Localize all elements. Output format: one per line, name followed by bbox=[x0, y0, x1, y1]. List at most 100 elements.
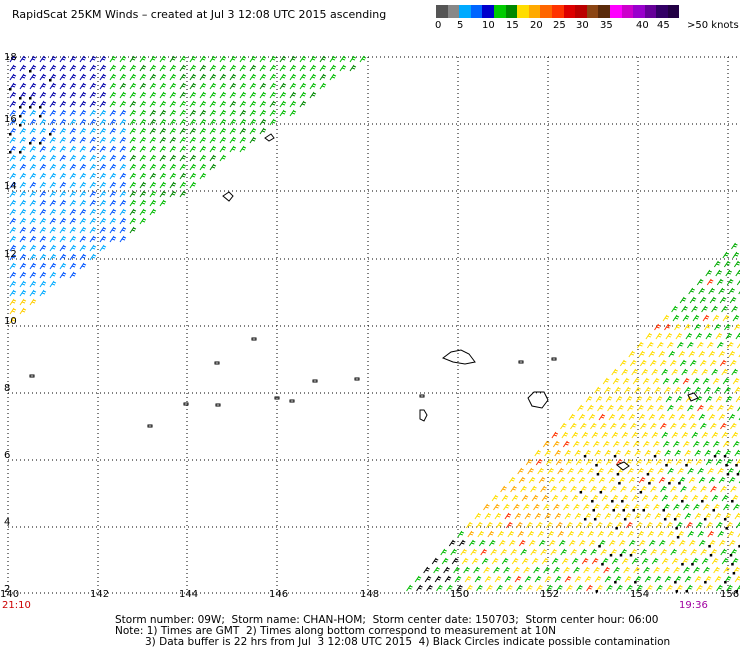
lat-tick-label: 4 bbox=[4, 517, 10, 528]
wind-barb bbox=[109, 127, 117, 135]
wind-barb bbox=[490, 548, 497, 556]
wind-barb bbox=[725, 458, 733, 467]
wind-barb bbox=[637, 530, 645, 538]
wind-barb bbox=[563, 566, 570, 574]
wind-barb bbox=[279, 109, 287, 117]
wind-barb bbox=[109, 73, 117, 81]
wind-barb bbox=[49, 271, 57, 279]
wind-barb bbox=[49, 190, 57, 198]
wind-barb bbox=[707, 404, 714, 412]
wind-barb bbox=[645, 332, 653, 340]
wind-barb bbox=[675, 521, 683, 530]
wind-barb bbox=[109, 208, 117, 216]
wind-barb bbox=[219, 136, 227, 144]
wind-barb bbox=[674, 386, 681, 394]
wind-barb bbox=[29, 64, 37, 73]
wind-barb bbox=[9, 190, 17, 198]
wind-barb bbox=[179, 154, 187, 162]
wind-barb bbox=[179, 55, 187, 63]
wind-barb bbox=[209, 136, 217, 144]
wind-barb bbox=[239, 91, 247, 99]
wind-barb bbox=[715, 521, 723, 529]
wind-barb bbox=[586, 584, 593, 592]
wind-barb bbox=[720, 485, 727, 493]
wind-barb bbox=[19, 91, 27, 100]
wind-barb bbox=[611, 431, 619, 439]
wind-barb bbox=[89, 91, 97, 99]
island-outline bbox=[354, 377, 360, 381]
wind-barb bbox=[9, 280, 17, 288]
wind-barb bbox=[592, 503, 600, 512]
wind-barb bbox=[69, 55, 77, 63]
wind-barb bbox=[249, 118, 257, 126]
wind-barb bbox=[139, 154, 147, 162]
wind-barb bbox=[259, 64, 267, 72]
wind-barb bbox=[544, 512, 552, 520]
wind-barb bbox=[129, 208, 137, 216]
wind-barb bbox=[139, 217, 147, 225]
wind-barb bbox=[49, 199, 57, 207]
wind-barb bbox=[661, 494, 669, 502]
wind-barb bbox=[555, 458, 563, 466]
wind-barb bbox=[679, 296, 687, 304]
wind-barb bbox=[486, 584, 493, 592]
wind-barb bbox=[511, 494, 519, 502]
wind-barb bbox=[681, 368, 688, 376]
wind-barb bbox=[607, 404, 614, 412]
colorbar-swatch bbox=[598, 5, 610, 18]
wind-barb bbox=[451, 557, 459, 565]
wind-barb bbox=[29, 181, 37, 189]
wind-barb bbox=[613, 566, 620, 574]
wind-barb bbox=[79, 217, 87, 225]
wind-barb bbox=[570, 485, 577, 493]
wind-barb bbox=[169, 163, 177, 171]
wind-barb bbox=[729, 296, 737, 304]
wind-barb bbox=[661, 431, 669, 439]
wind-barb bbox=[159, 100, 167, 108]
wind-barb bbox=[49, 172, 57, 180]
wind-barb bbox=[558, 539, 566, 547]
wind-barb bbox=[59, 217, 67, 225]
wind-barb bbox=[642, 377, 650, 385]
wind-barb bbox=[229, 109, 237, 117]
wind-barb bbox=[69, 154, 77, 162]
wind-barb bbox=[19, 73, 27, 81]
wind-barb bbox=[49, 208, 57, 216]
wind-barb bbox=[149, 154, 157, 162]
wind-barb bbox=[634, 386, 641, 394]
wind-barb bbox=[89, 127, 97, 135]
wind-barb bbox=[19, 271, 27, 279]
wind-barb bbox=[720, 422, 727, 430]
wind-barb bbox=[229, 118, 237, 126]
wind-barb bbox=[695, 395, 703, 403]
wind-barb bbox=[29, 217, 37, 225]
wind-barb bbox=[471, 557, 479, 565]
wind-barb bbox=[545, 521, 553, 529]
wind-barb bbox=[544, 449, 551, 457]
wind-barb bbox=[9, 118, 17, 126]
wind-barb bbox=[169, 91, 177, 99]
wind-barb bbox=[109, 217, 117, 225]
wind-barb bbox=[718, 350, 726, 358]
wind-barb bbox=[558, 476, 566, 484]
wind-barb bbox=[443, 566, 450, 574]
wind-barb bbox=[29, 262, 37, 270]
wind-barb bbox=[269, 91, 277, 99]
wind-barb bbox=[614, 575, 622, 584]
wind-barb bbox=[602, 440, 610, 448]
wind-barb bbox=[730, 422, 737, 430]
wind-barb bbox=[19, 136, 27, 144]
wind-barb bbox=[59, 145, 67, 153]
wind-barb bbox=[89, 199, 97, 207]
wind-barb bbox=[169, 100, 177, 108]
wind-barb bbox=[79, 226, 87, 234]
wind-barb bbox=[109, 190, 117, 198]
wind-barb bbox=[431, 557, 439, 565]
wind-barb bbox=[289, 55, 297, 63]
wind-barb bbox=[612, 440, 620, 448]
wind-barb bbox=[249, 136, 257, 144]
wind-barb bbox=[534, 449, 541, 457]
wind-barb bbox=[39, 244, 47, 252]
wind-barb bbox=[169, 181, 177, 189]
wind-barb bbox=[99, 145, 107, 153]
